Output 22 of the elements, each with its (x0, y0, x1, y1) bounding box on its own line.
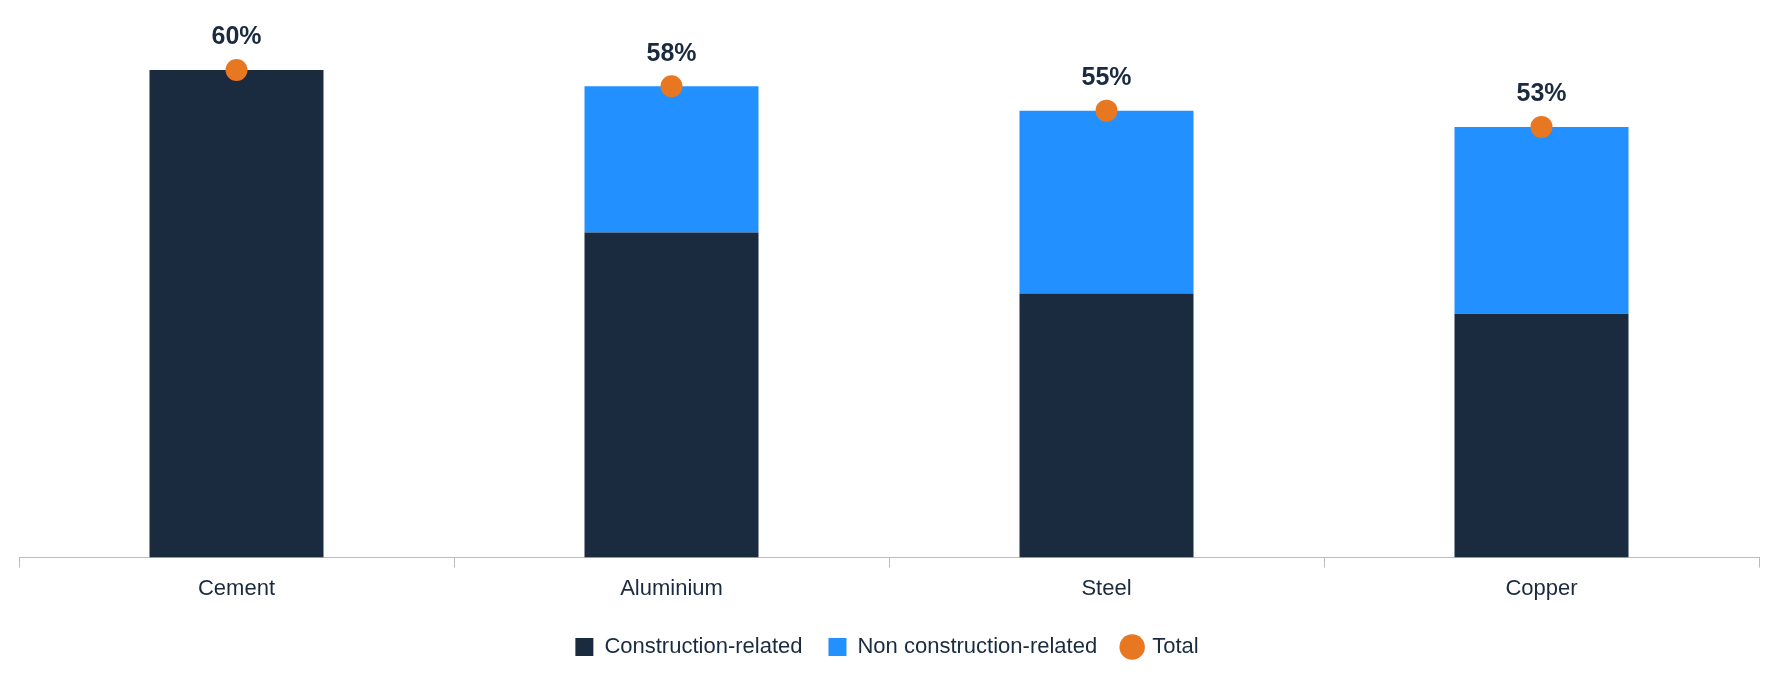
legend-label: Non construction-related (857, 633, 1098, 659)
bar (1019, 110, 1194, 294)
x-tick-label: Aluminium (620, 574, 723, 600)
data-label: 55% (1081, 62, 1132, 91)
point (225, 59, 248, 81)
x-tick-label: Cement (197, 574, 276, 600)
x-tick-label: Steel (1081, 574, 1132, 600)
bar (584, 86, 759, 233)
bar (1454, 313, 1629, 558)
legend-label: Construction-related (604, 633, 803, 659)
point (1530, 115, 1553, 138)
legend-label: Total (1152, 633, 1199, 659)
point (660, 75, 683, 98)
data-label: 58% (646, 37, 697, 66)
data-label: 60% (211, 21, 262, 50)
point (1095, 99, 1118, 122)
x-tick-label: Copper (1505, 574, 1578, 600)
bar (1019, 293, 1194, 558)
data-label: 53% (1516, 78, 1567, 107)
bar (584, 232, 759, 558)
bar (149, 70, 324, 558)
bar (1454, 126, 1629, 314)
